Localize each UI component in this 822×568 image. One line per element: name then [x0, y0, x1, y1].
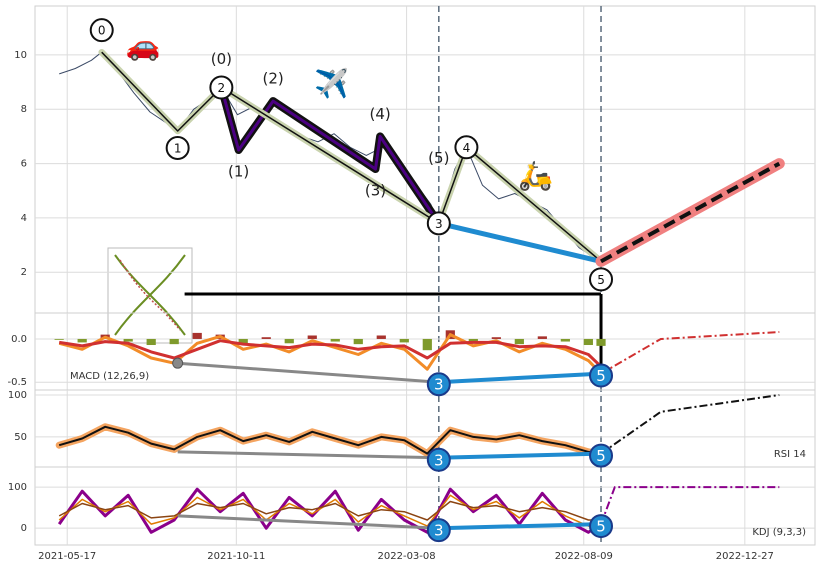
wave-marker — [426, 211, 451, 236]
line — [58, 425, 602, 455]
marks-layer — [54, 48, 785, 534]
wave-label: 5 — [596, 518, 606, 536]
line — [438, 522, 602, 531]
wave-label: 3 — [434, 522, 444, 540]
line — [58, 500, 601, 521]
wave-marker — [454, 135, 479, 160]
histogram-bar — [399, 338, 409, 343]
histogram-bar — [330, 338, 340, 342]
wave-marker — [209, 75, 234, 100]
histogram-bar — [169, 338, 179, 345]
histogram-bar — [238, 338, 248, 345]
icon: ✈️ — [314, 66, 349, 100]
histogram-bar — [146, 338, 156, 346]
wave-label: 5 — [596, 447, 606, 465]
wave-badge — [426, 447, 451, 472]
icon: 🛵 — [518, 159, 553, 192]
wave-label: 3 — [435, 217, 443, 231]
wave-label: 2 — [218, 81, 226, 95]
histogram-bar — [54, 338, 64, 340]
histogram-bar — [353, 338, 363, 345]
y-tick-label: 10 — [14, 50, 27, 61]
y-tick-label: 2 — [21, 267, 27, 278]
wave-badge — [589, 363, 614, 388]
subwave-label: (5) — [428, 149, 449, 167]
labels-layer: (0) (1) (2) (3) (4) (5) 0 1 2 3 4 5 🚗 ✈️ 🛵 MACD (12,26,… — [70, 18, 806, 543]
histogram-bar — [77, 338, 87, 343]
histogram-bar — [583, 338, 593, 346]
histogram-bar — [376, 335, 386, 339]
wave-label: 5 — [596, 367, 606, 385]
wave-label: 1 — [174, 141, 182, 155]
inset-image — [107, 247, 193, 344]
histogram-bar — [307, 335, 317, 339]
line — [58, 494, 602, 527]
y-tick-label: 100 — [8, 482, 27, 493]
inset-curve — [119, 259, 181, 331]
histogram-bar — [284, 338, 294, 344]
wave-badge — [426, 518, 451, 543]
subwave-label: (0) — [211, 50, 232, 68]
line — [177, 514, 439, 530]
line — [438, 371, 602, 385]
panel-frame — [34, 466, 816, 546]
subwave-label: (2) — [263, 70, 284, 88]
wave-label: 4 — [463, 141, 471, 155]
subwave-label: (1) — [228, 162, 249, 180]
histogram-bar — [261, 337, 271, 339]
panel-label: KDJ (9,3,3) — [752, 527, 806, 538]
line — [177, 361, 439, 384]
x-tick-label: 2021-10-11 — [207, 551, 265, 562]
line — [438, 220, 602, 264]
y-tick-label: -0.5 — [7, 377, 27, 388]
line — [101, 51, 602, 262]
y-tick-label: 0 — [21, 523, 27, 534]
panel-label: RSI 14 — [774, 449, 806, 460]
wave-label: 3 — [434, 451, 444, 469]
histogram-bar — [491, 337, 501, 339]
line — [438, 451, 602, 460]
y-tick-label: 0.0 — [11, 334, 27, 345]
line — [600, 331, 780, 375]
wave-badge — [589, 443, 614, 468]
x-tick-label: 2022-08-09 — [555, 551, 613, 562]
line — [600, 161, 781, 264]
wave-marker — [589, 267, 614, 292]
line — [600, 486, 780, 525]
icon: 🚗 — [126, 29, 161, 62]
point-marker — [172, 357, 184, 369]
histogram-bar — [560, 338, 570, 342]
wave-label: 5 — [597, 273, 605, 287]
y-tick-label: 100 — [8, 390, 27, 401]
x-tick-label: 2021-05-17 — [38, 551, 96, 562]
wave-marker — [165, 135, 190, 160]
wave-label: 0 — [98, 24, 106, 38]
y-tick-label: 4 — [21, 213, 27, 224]
wave-badge — [426, 372, 451, 397]
line — [219, 87, 441, 225]
histogram-bar — [422, 338, 432, 351]
line — [57, 487, 602, 534]
subwave-label: (4) — [370, 105, 391, 123]
histogram-bar — [468, 338, 478, 343]
y-tick-label: 8 — [21, 104, 27, 115]
line — [58, 333, 603, 375]
y-tick-label: 6 — [21, 159, 27, 170]
line — [177, 450, 439, 460]
x-tick-label: 2022-12-27 — [716, 551, 774, 562]
x-tick-label: 2022-03-08 — [378, 551, 436, 562]
subwave-label: (3) — [365, 182, 386, 200]
histogram-bar — [514, 338, 524, 345]
histogram-bar — [537, 336, 547, 339]
panel-label: MACD (12,26,9) — [70, 371, 149, 382]
wave-badge — [589, 514, 614, 539]
wave-marker — [89, 18, 114, 43]
histogram-bar — [596, 338, 606, 346]
wave-label: 3 — [434, 376, 444, 394]
histogram-bar — [123, 338, 133, 342]
histogram-bar — [192, 332, 202, 339]
line — [58, 339, 603, 368]
y-tick-label: 50 — [14, 432, 27, 443]
